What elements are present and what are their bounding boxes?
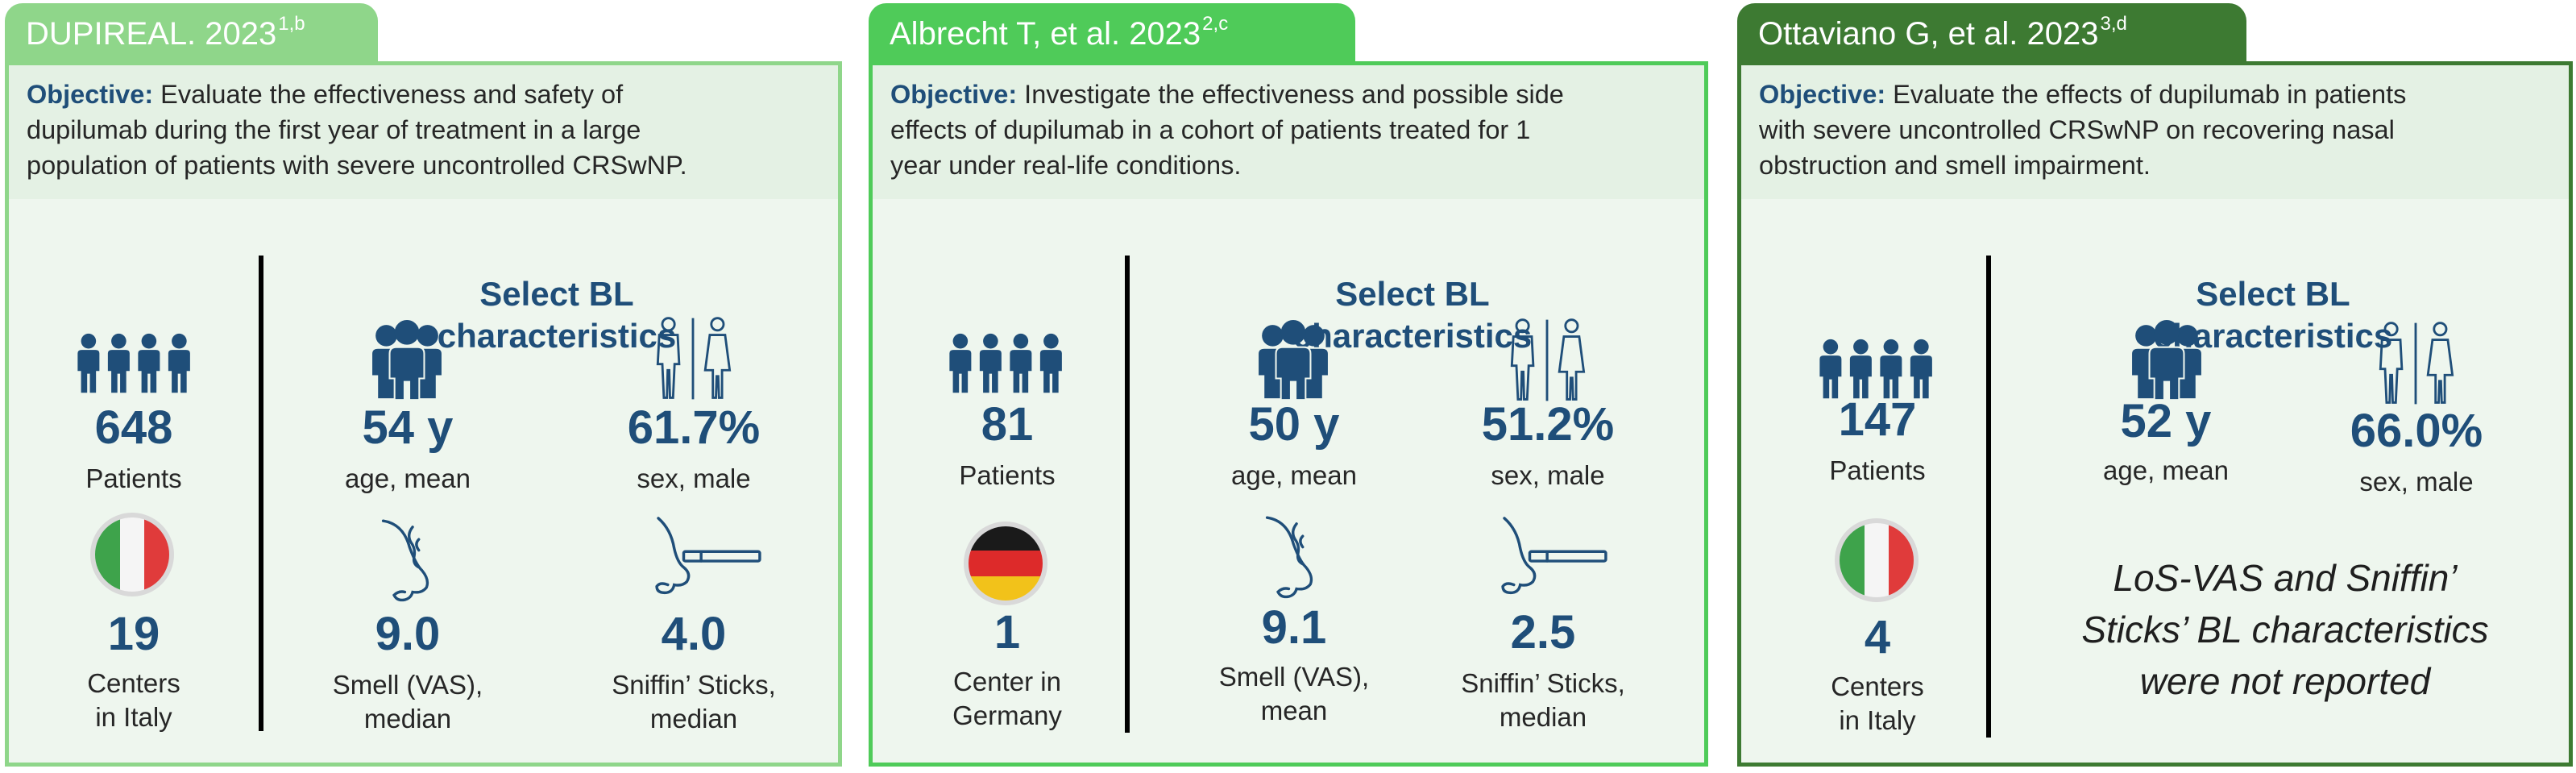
objective-line-3: population of patients with severe uncon… <box>27 151 687 180</box>
patients-group-icon <box>77 333 190 393</box>
study-panel-ottaviano: Ottaviano G, et al. 2023 3,d Objective: E… <box>1732 0 2576 773</box>
sex-value: 66.0% <box>2350 405 2483 457</box>
select-bl-heading: Select BL characteristics <box>437 275 677 355</box>
nose-smell-icon <box>1265 516 1313 599</box>
patients-label: Patients <box>1829 455 1926 485</box>
italy-flag-icon <box>1835 518 1919 602</box>
age-value: 50 y <box>1248 398 1340 451</box>
objective-line-1: Evaluate the effectiveness and safety of <box>160 80 624 109</box>
patients-label: Patients <box>85 463 182 493</box>
sniffin-value: 4.0 <box>661 608 727 660</box>
sex-label: sex, male <box>1491 460 1605 490</box>
age-label: age, mean <box>345 463 471 493</box>
study-title-tab: Albrecht T, et al. 2023 2,c <box>869 3 1355 64</box>
study-title-tab: Ottaviano G, et al. 2023 3,d <box>1737 3 2246 64</box>
study-card: Objective: Investigate the effectiveness… <box>869 61 1708 767</box>
smell-value: 9.1 <box>1261 601 1327 654</box>
sex-label: sex, male <box>2359 467 2474 497</box>
sniffin-label: Sniffin’ Sticks, median <box>612 670 776 734</box>
patients-group-icon <box>949 333 1062 393</box>
centers-count: 19 <box>107 608 160 660</box>
objective-box: Objective: Investigate the effectiveness… <box>873 65 1704 199</box>
age-label: age, mean <box>1231 460 1357 490</box>
age-value: 54 y <box>362 401 454 454</box>
objective-line-3: year under real-life conditions. <box>890 151 1242 180</box>
smell-label: Smell (VAS), median <box>332 670 483 734</box>
objective-line-1: Evaluate the effects of dupilumab in pat… <box>1893 80 2407 109</box>
study-citation: 1,b <box>278 13 305 35</box>
objective-line-1: Investigate the effectiveness and possib… <box>1024 80 1564 109</box>
age-group-icon <box>371 318 442 401</box>
objective-box: Objective: Evaluate the effectiveness an… <box>9 65 838 199</box>
study-title: Ottaviano G, et al. 2023 <box>1758 15 2099 52</box>
divider <box>259 256 263 731</box>
study-panel-albrecht: Albrecht T, et al. 2023 2,c Objective: In… <box>865 0 1708 773</box>
centers-label: Centers in Italy <box>87 668 180 732</box>
study-body: Select BL characteristics 147 Patients 4 <box>1741 199 2569 763</box>
patients-count: 81 <box>981 398 1034 451</box>
sex-icon <box>1510 318 1586 402</box>
sex-icon <box>2379 322 2454 405</box>
sex-label: sex, male <box>637 463 751 493</box>
smell-value: 9.0 <box>375 608 441 660</box>
patients-count: 147 <box>1838 393 1917 446</box>
study-title: Albrecht T, et al. 2023 <box>890 15 1201 52</box>
smell-label: Smell (VAS), mean <box>1218 662 1370 725</box>
study-panel-dupireal: DUPIREAL. 2023 1,b Objective: Evaluate th… <box>0 0 842 773</box>
sniffin-value: 2.5 <box>1510 606 1576 659</box>
study-card: Objective: Evaluate the effects of dupil… <box>1737 61 2573 767</box>
age-value: 52 y <box>2120 395 2212 447</box>
centers-label: Center in Germany <box>952 667 1062 730</box>
centers-label: Centers in Italy <box>1831 671 1924 735</box>
germany-flag-icon <box>964 522 1047 605</box>
centers-count: 1 <box>993 606 1021 659</box>
objective-label: Objective: <box>1759 80 1886 109</box>
italy-flag-icon <box>90 513 174 596</box>
divider <box>1125 256 1130 733</box>
sex-value: 61.7% <box>627 401 761 454</box>
study-body: Select BL characteristics 81 Patients 1 <box>873 199 1704 763</box>
age-group-icon <box>2131 318 2202 401</box>
age-label: age, mean <box>2103 455 2229 485</box>
objective-line-2: effects of dupilumab in a cohort of pati… <box>890 115 1531 144</box>
objective-box: Objective: Evaluate the effects of dupil… <box>1741 65 2569 199</box>
sniffin-label: Sniffin’ Sticks, median <box>1461 668 1625 732</box>
sniffin-sticks-icon <box>655 517 761 595</box>
sex-icon <box>656 317 732 401</box>
study-card: Objective: Evaluate the effectiveness an… <box>5 61 842 767</box>
objective-line-2: dupilumab during the first year of treat… <box>27 115 641 144</box>
study-citation: 3,d <box>2100 13 2127 35</box>
age-group-icon <box>1258 318 1329 401</box>
select-bl-heading: Select BL characteristics <box>1292 275 1533 355</box>
divider <box>1986 256 1991 738</box>
objective-line-2: with severe uncontrolled CRSwNP on recov… <box>1759 115 2395 144</box>
patients-count: 648 <box>94 401 173 454</box>
centers-count: 4 <box>1864 611 1891 663</box>
objective-label: Objective: <box>27 80 154 109</box>
objective-label: Objective: <box>890 80 1018 109</box>
sex-value: 51.2% <box>1481 398 1615 451</box>
sniffin-sticks-icon <box>1501 517 1607 595</box>
study-title-tab: DUPIREAL. 2023 1,b <box>5 3 378 64</box>
not-reported-note: LoS-VAS and Sniffin’ Sticks’ BL character… <box>2081 557 2489 702</box>
study-title: DUPIREAL. 2023 <box>26 15 277 52</box>
objective-line-3: obstruction and smell impairment. <box>1759 151 2151 180</box>
study-citation: 2,c <box>1202 13 1229 35</box>
patients-label: Patients <box>959 460 1056 490</box>
nose-smell-icon <box>381 519 429 602</box>
study-body: Select BL characteristics 648 Patients <box>9 199 838 763</box>
